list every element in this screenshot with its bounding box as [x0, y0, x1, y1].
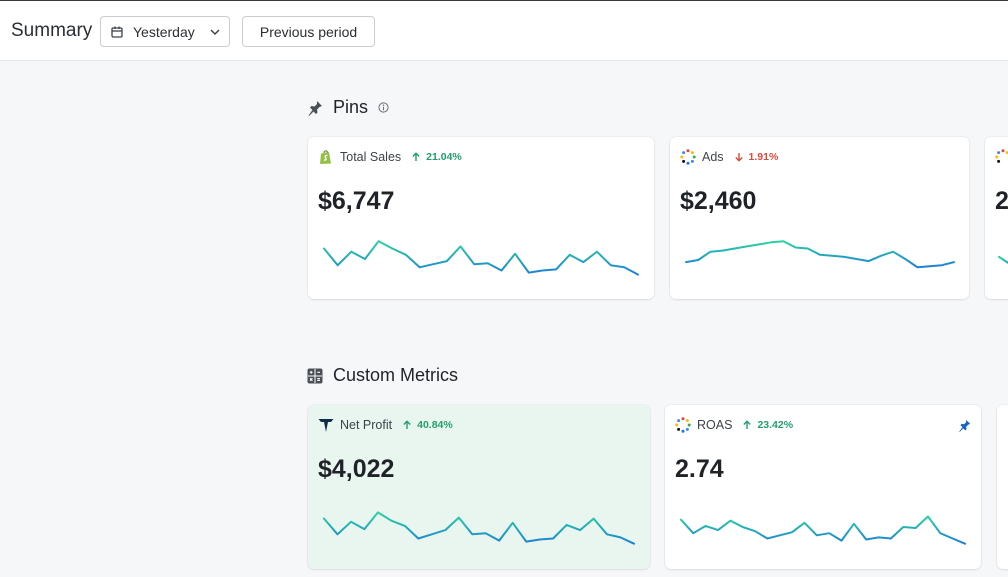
info-icon[interactable] [378, 102, 389, 113]
sparkline-path [685, 240, 955, 269]
metric-value: 2 [995, 187, 1008, 215]
metric-card-partial[interactable] [997, 405, 1008, 569]
sparkline [685, 240, 955, 269]
top-bar: Summary Yesterday Previous period [0, 0, 1008, 61]
sparkline-path [323, 511, 635, 545]
delta-badge: 23.42% [742, 419, 793, 431]
delta-badge: 40.84% [402, 419, 453, 431]
metric-card-roas[interactable]: ROAS 23.42% 2.74 [665, 405, 981, 569]
ads-icon [995, 149, 1008, 163]
metric-value: $2,460 [680, 187, 757, 215]
page-title: Summary [11, 20, 93, 41]
pins-title: Pins [333, 97, 369, 117]
sparkline-path [998, 255, 1008, 264]
metric-value: $6,747 [318, 187, 395, 215]
pin-icon [308, 100, 322, 116]
pinned-icon[interactable] [958, 419, 971, 432]
pins-section-header: Pins [307, 97, 389, 118]
custom-metrics-title: Custom Metrics [333, 365, 459, 385]
delta-badge: 1.91% [734, 151, 779, 163]
card-label: ROAS [697, 418, 733, 432]
delta-value: 1.91% [748, 151, 779, 163]
metric-card-partial[interactable]: 2 [985, 137, 1008, 299]
shopify-icon [320, 150, 331, 164]
delta-value: 23.42% [757, 419, 794, 431]
metric-value: 2.74 [675, 455, 724, 483]
card-label: Total Sales [340, 150, 402, 164]
delta-badge: 21.04% [411, 151, 462, 163]
sparkline-path [680, 515, 966, 545]
delta-value: 21.04% [426, 151, 462, 163]
sparkline-path [323, 240, 639, 276]
date-range-label: Yesterday [133, 23, 195, 40]
arrow-down-icon [734, 153, 743, 162]
calendar-icon [111, 26, 123, 38]
delta-value: 40.84% [417, 419, 453, 431]
arrow-up-icon [412, 152, 420, 161]
ads-icon [675, 417, 691, 433]
ads-icon [680, 149, 696, 165]
card-label: Ads [702, 150, 724, 164]
triple-whale-icon [318, 419, 334, 432]
date-range-select[interactable]: Yesterday [100, 16, 230, 47]
calculator-icon [307, 368, 323, 383]
previous-period-button[interactable]: Previous period [242, 16, 375, 47]
metric-card-total-sales[interactable]: Total Sales 21.04% $6,747 [308, 137, 654, 299]
card-label: Net Profit [340, 418, 393, 432]
chevron-down-icon [210, 28, 220, 35]
sparkline [323, 511, 635, 545]
metric-value: $4,022 [318, 455, 395, 483]
metric-card-ads[interactable]: Ads 1.91% $2,460 [670, 137, 969, 299]
arrow-up-icon [743, 420, 752, 429]
metric-card-net-profit[interactable]: Net Profit 40.84% $4,022 [308, 405, 650, 569]
sparkline [680, 515, 966, 545]
arrow-up-icon [403, 420, 411, 429]
custom-metrics-section-header: Custom Metrics [307, 365, 458, 386]
sparkline [998, 255, 1008, 264]
sparkline [323, 240, 639, 276]
